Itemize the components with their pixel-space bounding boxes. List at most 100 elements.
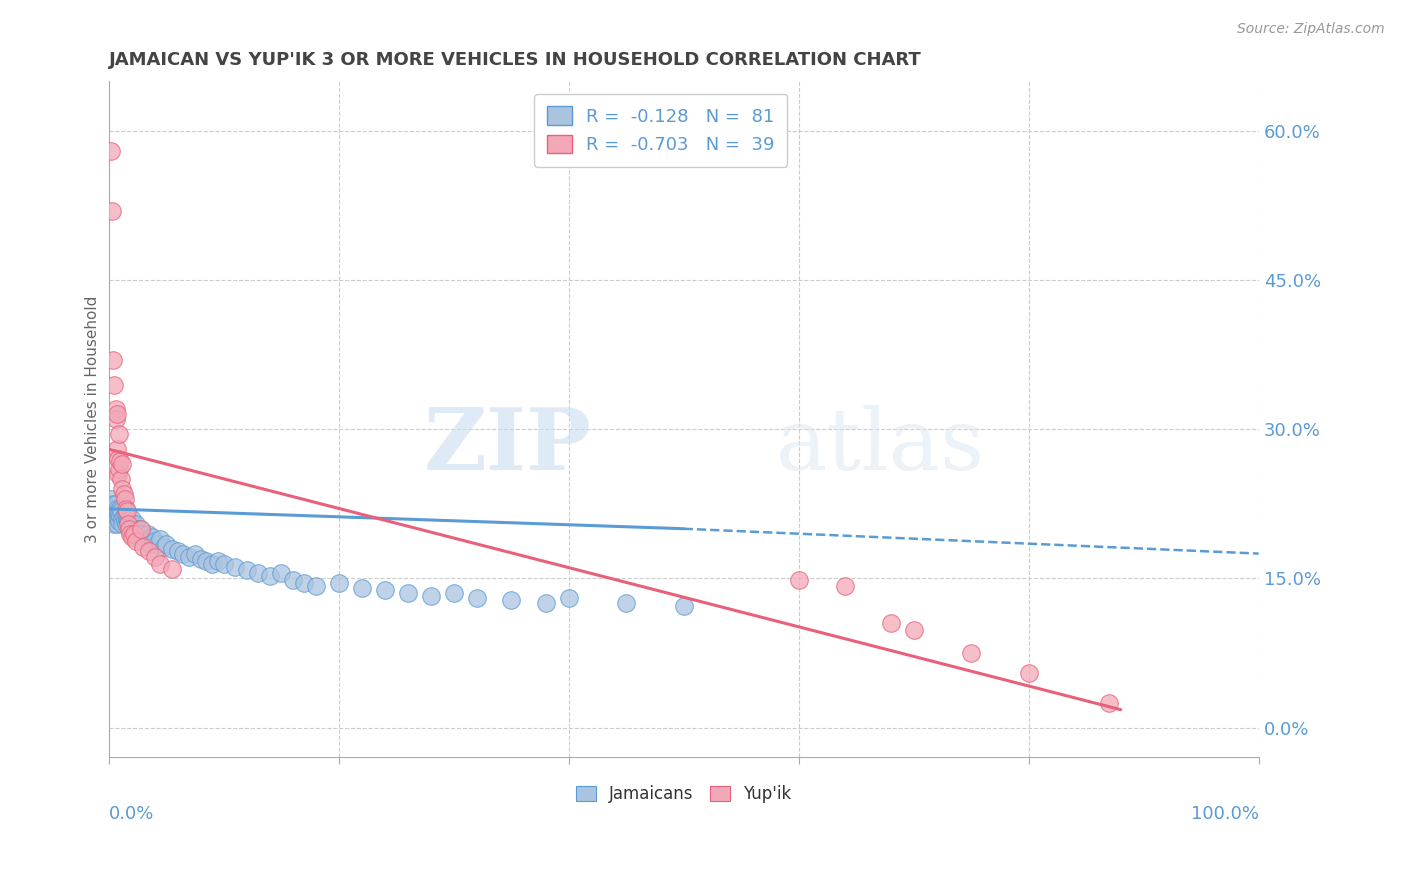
Point <box>292 576 315 591</box>
Point <box>160 561 183 575</box>
Point <box>112 487 135 501</box>
Point <box>104 507 127 521</box>
Point <box>108 507 131 521</box>
Point <box>125 516 148 531</box>
Point <box>350 582 373 596</box>
Point <box>328 576 350 591</box>
Point <box>104 497 127 511</box>
Point <box>105 516 128 531</box>
Point <box>122 522 145 536</box>
Point <box>132 540 155 554</box>
Point <box>160 541 183 556</box>
Point <box>305 579 328 593</box>
Point <box>103 507 125 521</box>
Point <box>134 532 156 546</box>
Point <box>396 586 419 600</box>
Point <box>108 501 131 516</box>
Point <box>108 508 131 523</box>
Point <box>117 516 139 531</box>
Point <box>121 512 143 526</box>
Text: JAMAICAN VS YUP'IK 3 OR MORE VEHICLES IN HOUSEHOLD CORRELATION CHART: JAMAICAN VS YUP'IK 3 OR MORE VEHICLES IN… <box>108 51 921 69</box>
Point <box>149 557 172 571</box>
Point <box>207 553 229 567</box>
Point <box>107 452 129 467</box>
Point <box>114 514 136 528</box>
Point <box>118 516 141 531</box>
Point <box>107 504 129 518</box>
Point <box>787 574 810 588</box>
Point <box>127 522 149 536</box>
Text: 0.0%: 0.0% <box>108 805 155 822</box>
Point <box>128 522 150 536</box>
Point <box>118 522 141 536</box>
Point <box>153 540 176 554</box>
Point <box>419 590 441 604</box>
Point <box>960 646 983 660</box>
Y-axis label: 3 or more Vehicles in Household: 3 or more Vehicles in Household <box>86 295 100 543</box>
Point <box>111 482 134 496</box>
Point <box>122 526 145 541</box>
Point <box>270 566 292 581</box>
Point <box>141 530 163 544</box>
Point <box>138 543 160 558</box>
Point <box>117 514 139 528</box>
Point <box>834 579 856 593</box>
Point <box>143 549 166 564</box>
Point <box>105 501 128 516</box>
Point <box>247 566 270 581</box>
Point <box>110 504 132 518</box>
Point <box>1098 696 1121 710</box>
Point <box>108 462 131 476</box>
Point <box>146 536 169 550</box>
Point <box>124 526 146 541</box>
Point <box>443 586 465 600</box>
Point <box>115 501 138 516</box>
Point <box>111 457 134 471</box>
Point <box>136 526 159 541</box>
Point <box>534 596 557 610</box>
Point <box>172 547 194 561</box>
Point <box>129 522 152 536</box>
Point <box>100 507 122 521</box>
Point <box>108 454 131 468</box>
Point <box>672 599 695 614</box>
Point <box>1018 665 1040 680</box>
Point <box>112 509 135 524</box>
Point <box>107 467 129 481</box>
Point <box>115 512 138 526</box>
Point <box>115 516 138 531</box>
Point <box>121 530 143 544</box>
Point <box>179 549 201 564</box>
Point <box>374 583 396 598</box>
Point <box>149 532 172 546</box>
Point <box>190 551 212 566</box>
Point <box>115 504 138 518</box>
Point <box>98 501 121 516</box>
Point <box>139 536 162 550</box>
Point <box>235 564 257 578</box>
Point <box>101 203 124 218</box>
Point <box>143 533 166 548</box>
Point <box>101 501 124 516</box>
Point <box>132 526 155 541</box>
Point <box>155 536 177 550</box>
Point <box>105 442 128 457</box>
Point <box>166 543 188 558</box>
Point <box>100 491 122 506</box>
Point <box>108 427 131 442</box>
Point <box>281 574 304 588</box>
Point <box>879 616 901 631</box>
Point <box>107 509 129 524</box>
Point <box>129 526 152 541</box>
Point <box>115 507 138 521</box>
Point <box>557 591 579 606</box>
Point <box>100 144 122 158</box>
Text: atlas: atlas <box>776 405 984 488</box>
Point <box>195 553 218 567</box>
Point <box>105 512 128 526</box>
Point <box>103 352 125 367</box>
Point <box>120 522 142 536</box>
Point <box>104 402 127 417</box>
Point <box>103 377 125 392</box>
Point <box>212 557 235 571</box>
